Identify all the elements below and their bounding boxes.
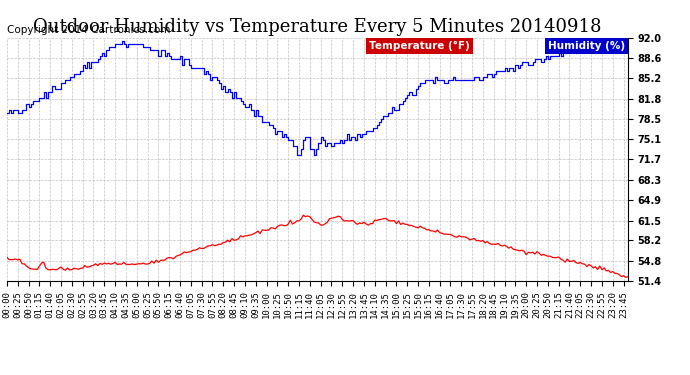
Title: Outdoor Humidity vs Temperature Every 5 Minutes 20140918: Outdoor Humidity vs Temperature Every 5 …	[33, 18, 602, 36]
Text: Temperature (°F): Temperature (°F)	[368, 41, 469, 51]
Text: Copyright 2014 Cartronics.com: Copyright 2014 Cartronics.com	[7, 25, 170, 35]
Text: Humidity (%): Humidity (%)	[548, 41, 625, 51]
